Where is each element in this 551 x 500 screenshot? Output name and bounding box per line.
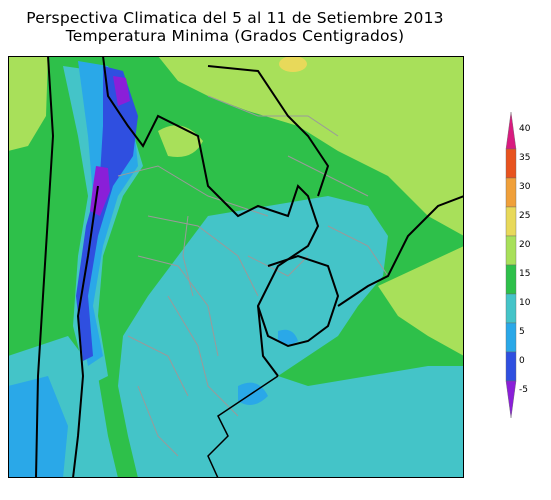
- legend-tick-label: 35: [519, 153, 530, 163]
- region-lightblue-uruguay: [278, 329, 298, 345]
- legend-tick-label: -5: [519, 385, 528, 395]
- region-light-green-north: [158, 56, 464, 236]
- legend-band: [505, 322, 517, 353]
- map-frame: [8, 56, 464, 478]
- map-subtitle: Temperatura Minima (Grados Centigrados): [65, 27, 405, 45]
- region-yellow-patch: [279, 56, 307, 72]
- color-legend: 40 35 30 25 20 15 10 5 0 -5: [505, 111, 531, 419]
- legend-band: [505, 177, 517, 208]
- region-blue-andes: [76, 66, 138, 361]
- temperature-map: [8, 56, 464, 478]
- legend-tick-label: 5: [519, 327, 525, 337]
- region-light-green-west: [8, 56, 48, 151]
- legend-band: [505, 380, 517, 419]
- country-borders: [35, 56, 464, 478]
- legend-tick-label: 0: [519, 356, 525, 366]
- legend-tick-label: 25: [519, 211, 530, 221]
- region-purple-north: [113, 76, 130, 106]
- legend-band: [505, 293, 517, 324]
- map-title: Perspectiva Climatica del 5 al 11 de Set…: [26, 9, 444, 27]
- legend-tick-label: 20: [519, 240, 531, 250]
- legend-band: [505, 264, 517, 295]
- legend-band: [505, 206, 517, 237]
- legend-band: [505, 148, 517, 179]
- region-light-green-east: [378, 246, 464, 356]
- legend-tick-label: 40: [519, 124, 531, 134]
- legend-tick-label: 15: [519, 269, 530, 279]
- legend-band: [505, 111, 517, 150]
- legend-tick-label: 30: [519, 182, 531, 192]
- legend-band: [505, 235, 517, 266]
- legend-tick-label: 10: [519, 298, 531, 308]
- coastline: [207, 375, 279, 478]
- legend-band: [505, 351, 517, 382]
- province-borders: [117, 95, 389, 457]
